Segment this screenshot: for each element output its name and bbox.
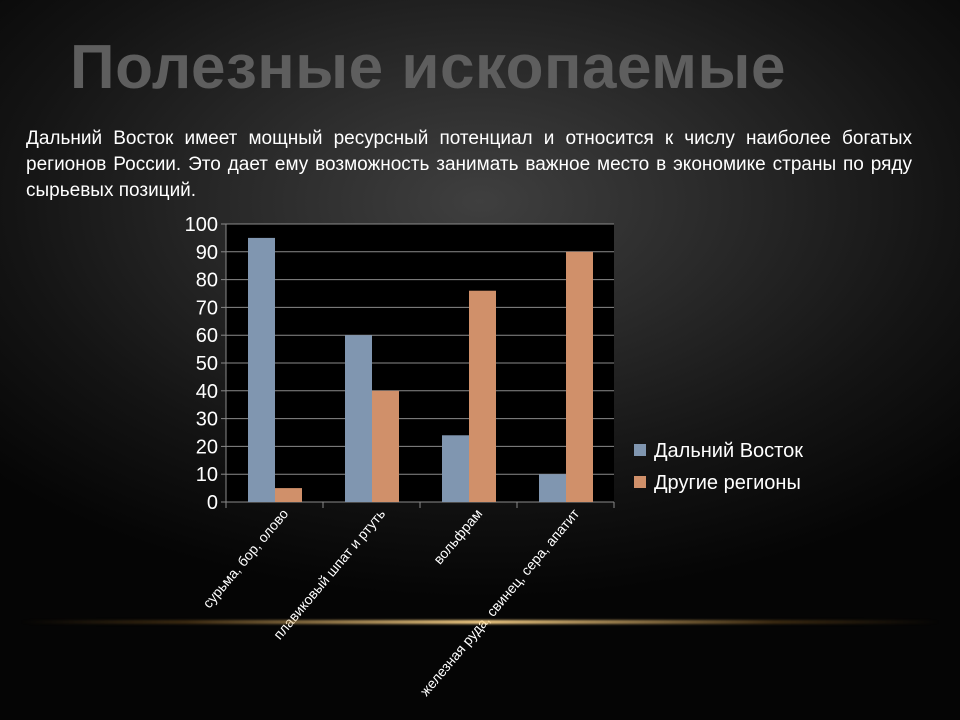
y-tick-label: 100	[185, 214, 218, 236]
bar-other-regions	[372, 390, 399, 502]
decorative-glow-line	[20, 620, 940, 624]
slide-title: Полезные ископаемые	[70, 33, 786, 102]
bar-far-east	[345, 335, 372, 502]
bar-far-east	[442, 435, 469, 502]
y-tick-label: 0	[207, 492, 218, 514]
y-tick-label: 80	[196, 270, 218, 292]
x-category-label: вольфрам	[430, 506, 485, 568]
y-tick-label: 70	[196, 297, 218, 319]
bar-far-east	[539, 474, 566, 502]
y-tick-label: 50	[196, 353, 218, 375]
x-category-label: железная руда, свинец, сера, апатит	[417, 505, 583, 699]
slide-paragraph: Дальний Восток имеет мощный ресурсный по…	[26, 128, 912, 201]
legend-label: Другие регионы	[654, 472, 801, 494]
bar-other-regions	[275, 488, 302, 502]
y-tick-label: 20	[196, 436, 218, 458]
bar-other-regions	[566, 251, 593, 502]
bar-other-regions	[469, 290, 496, 502]
x-category-label: сурьма, бор, олово	[199, 505, 291, 611]
legend-label: Дальний Восток	[654, 440, 803, 462]
y-tick-label: 10	[196, 464, 218, 486]
y-tick-label: 60	[196, 325, 218, 347]
bar-far-east	[248, 237, 275, 502]
legend-swatch	[634, 444, 646, 456]
y-tick-label: 30	[196, 409, 218, 431]
legend-swatch	[634, 476, 646, 488]
y-tick-label: 40	[196, 381, 218, 403]
y-tick-label: 90	[196, 242, 218, 264]
